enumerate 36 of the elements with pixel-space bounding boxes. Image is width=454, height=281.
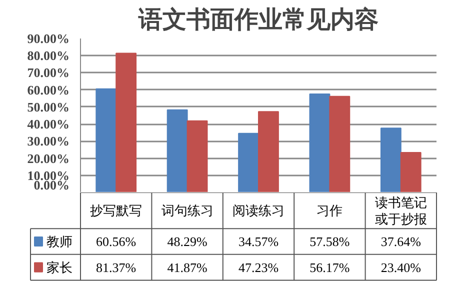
y-tick-label: 60.00%: [27, 82, 70, 98]
data-label: 56.17%: [310, 260, 350, 275]
data-label: 34.57%: [238, 234, 279, 250]
y-tick-label: 40.00%: [27, 116, 70, 132]
legend-label: 教师: [46, 234, 72, 250]
bar: [258, 111, 279, 192]
bar: [400, 152, 422, 192]
x-tick-label: 抄写默写: [90, 203, 142, 218]
y-tick-label: 90.00%: [27, 31, 70, 46]
y-tick-label: 50.00%: [27, 99, 70, 114]
y-tick-label: 80.00%: [27, 48, 70, 64]
data-label: 23.40%: [380, 260, 422, 275]
bar: [309, 93, 330, 192]
y-tick-label: 20.00%: [27, 150, 70, 166]
bar: [186, 120, 208, 192]
legend-label: 家长: [46, 260, 72, 275]
data-label: 48.29%: [167, 234, 208, 250]
x-tick-label: 读书笔记或于抄报: [374, 194, 427, 226]
bar: [166, 109, 188, 192]
x-tick-label: 阅读练习: [232, 203, 284, 218]
data-label: 47.23%: [238, 260, 279, 275]
chart-title: 语文书面作业常见内容: [138, 6, 378, 34]
bar: [329, 96, 350, 192]
data-label: 60.56%: [96, 234, 136, 250]
y-tick-label: 70.00%: [27, 65, 70, 80]
data-label: 37.64%: [380, 234, 422, 250]
bar: [116, 52, 137, 192]
x-tick-label: 词句练习: [161, 203, 214, 218]
bar: [238, 132, 259, 192]
data-label: 81.37%: [96, 260, 136, 275]
x-tick-label: 习作: [316, 203, 343, 218]
y-tick-label: 30.00%: [27, 134, 70, 149]
bar: [380, 128, 402, 192]
bar: [96, 88, 117, 192]
data-label: 57.58%: [310, 234, 350, 250]
data-label: 41.87%: [167, 260, 208, 275]
